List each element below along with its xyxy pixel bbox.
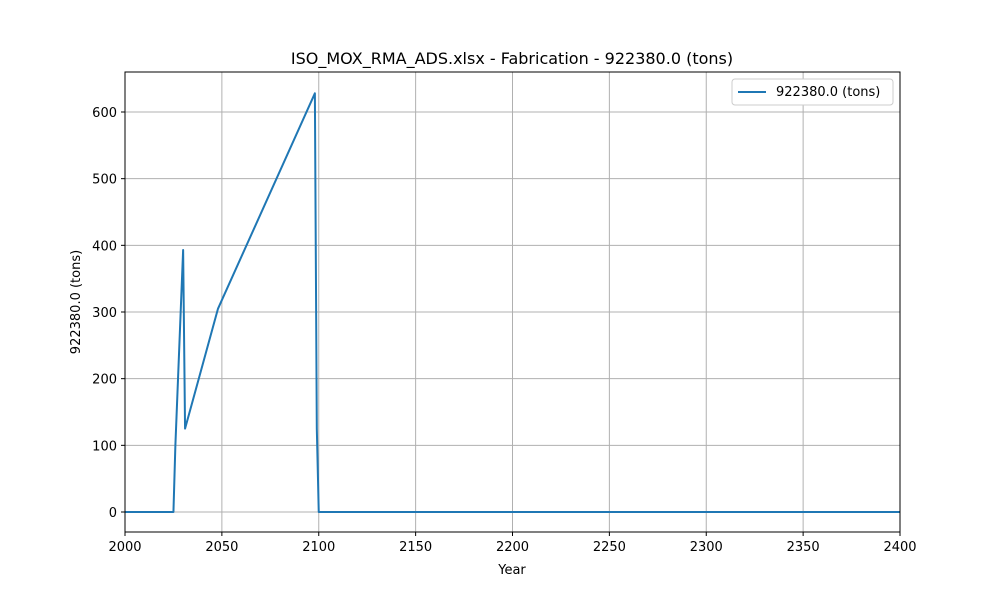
- y-tick-label: 500: [92, 173, 117, 188]
- x-tick-label: 2150: [399, 540, 432, 555]
- x-tick-label: 2200: [496, 540, 529, 555]
- plot-area: [125, 92, 900, 513]
- x-tick-label: 2250: [593, 540, 626, 555]
- x-tick-label: 2400: [883, 540, 916, 555]
- y-tick-label: 400: [92, 239, 117, 254]
- x-tick-label: 2300: [690, 540, 723, 555]
- legend: 922380.0 (tons): [731, 78, 894, 106]
- x-tick-label: 2000: [108, 540, 141, 555]
- x-axis-label: Year: [497, 563, 526, 578]
- axis-ticks: 2000 2050 2100 2150 2200 2250 2300 2350 2400 0 100…: [92, 106, 916, 555]
- y-tick-label: 600: [92, 106, 117, 121]
- legend-label: 922380.0 (tons): [776, 85, 880, 100]
- x-tick-label: 2350: [787, 540, 820, 555]
- chart-title: ISO_MOX_RMA_ADS.xlsx - Fabrication - 922…: [291, 49, 733, 69]
- legend-box: [731, 78, 894, 106]
- series-line: [125, 92, 900, 513]
- y-axis-label: 922380.0 (tons): [69, 250, 84, 354]
- y-tick-label: 100: [92, 439, 117, 454]
- y-tick-label: 200: [92, 373, 117, 388]
- y-tick-label: 0: [109, 506, 117, 521]
- y-tick-label: 300: [92, 306, 117, 321]
- x-tick-label: 2100: [302, 540, 335, 555]
- x-tick-label: 2050: [205, 540, 238, 555]
